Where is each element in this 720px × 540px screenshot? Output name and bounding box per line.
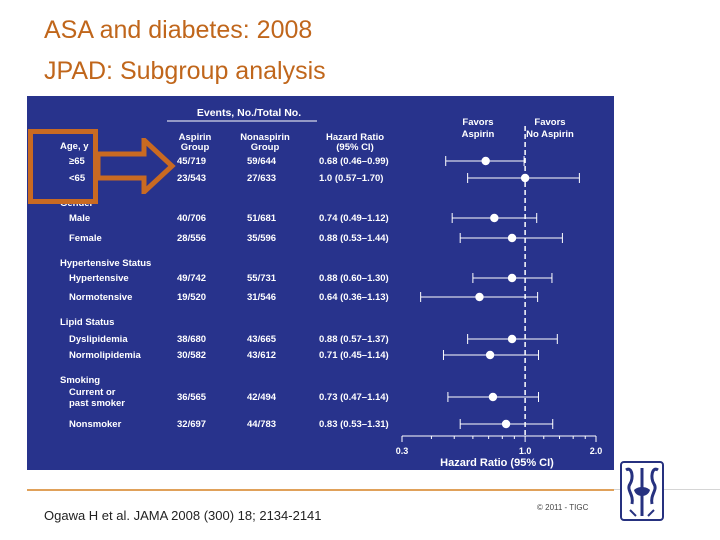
favors-aspirin-label-2: Aspirin bbox=[462, 129, 495, 140]
age-highlight-box bbox=[28, 129, 98, 204]
col-aspirin-header-2: Group bbox=[181, 142, 210, 153]
hazard-ratio-value: 0.73 (0.47–1.14) bbox=[319, 392, 389, 403]
subgroup-label: Normolipidemia bbox=[69, 350, 142, 361]
x-axis-label: Hazard Ratio (95% CI) bbox=[440, 457, 554, 469]
nonaspirin-events-value: 43/612 bbox=[247, 350, 276, 361]
subgroup-label: Female bbox=[69, 233, 102, 244]
copyright: © 2011 - TIGC bbox=[537, 503, 589, 512]
hazard-ratio-value: 0.64 (0.36–1.13) bbox=[319, 292, 389, 303]
aspirin-events-value: 49/742 bbox=[177, 273, 206, 284]
group-header-label: Age, y bbox=[60, 141, 89, 152]
x-axis-tick-label: 1.0 bbox=[519, 446, 532, 456]
favors-no-aspirin-label: Favors bbox=[534, 117, 565, 128]
footer-divider-right bbox=[614, 489, 720, 490]
organization-logo-icon bbox=[620, 461, 664, 521]
hazard-ratio-value: 0.68 (0.46–0.99) bbox=[319, 156, 389, 167]
forest-plot: Events, No./Total No.AspirinGroupNonaspi… bbox=[60, 107, 603, 469]
citation: Ogawa H et al. JAMA 2008 (300) 18; 2134-… bbox=[44, 508, 322, 523]
favors-no-aspirin-label-2: No Aspirin bbox=[526, 129, 574, 140]
nonaspirin-events-value: 27/633 bbox=[247, 173, 276, 184]
aspirin-events-value: 23/543 bbox=[177, 173, 206, 184]
x-axis-tick-label: 0.3 bbox=[396, 446, 409, 456]
subgroup-label: Nonsmoker bbox=[69, 419, 122, 430]
subgroup-label: Male bbox=[69, 213, 90, 224]
point-estimate bbox=[507, 273, 517, 283]
hazard-ratio-value: 0.71 (0.45–1.14) bbox=[319, 350, 389, 361]
aspirin-events-value: 45/719 bbox=[177, 156, 206, 167]
point-estimate bbox=[475, 292, 484, 302]
col-aspirin-header: Aspirin bbox=[179, 132, 212, 143]
point-estimate bbox=[507, 233, 517, 243]
point-estimate bbox=[481, 156, 490, 166]
aspirin-events-value: 40/706 bbox=[177, 213, 206, 224]
x-axis-tick-label: 2.0 bbox=[590, 446, 603, 456]
hazard-ratio-value: 1.0 (0.57–1.70) bbox=[319, 173, 383, 184]
nonaspirin-events-value: 51/681 bbox=[247, 213, 277, 224]
group-header-label: Lipid Status bbox=[60, 317, 114, 328]
events-header: Events, No./Total No. bbox=[197, 107, 301, 119]
subgroup-label: Hypertensive bbox=[69, 273, 129, 284]
slide-title-line2: JPAD: Subgroup analysis bbox=[44, 57, 326, 85]
nonaspirin-events-value: 35/596 bbox=[247, 233, 276, 244]
subgroup-label: Dyslipidemia bbox=[69, 334, 128, 345]
point-estimate bbox=[490, 213, 499, 223]
point-estimate bbox=[488, 392, 498, 402]
favors-aspirin-label: Favors bbox=[462, 117, 493, 128]
group-header-label: Smoking bbox=[60, 375, 100, 386]
hazard-ratio-value: 0.74 (0.49–1.12) bbox=[319, 213, 389, 224]
aspirin-events-value: 32/697 bbox=[177, 419, 206, 430]
point-estimate bbox=[520, 173, 530, 183]
aspirin-events-value: 36/565 bbox=[177, 392, 207, 403]
aspirin-events-value: 38/680 bbox=[177, 334, 206, 345]
subgroup-label: Normotensive bbox=[69, 292, 132, 303]
nonaspirin-events-value: 55/731 bbox=[247, 273, 277, 284]
col-hr-header-2: (95% CI) bbox=[336, 142, 373, 153]
col-hr-header: Hazard Ratio bbox=[326, 132, 384, 143]
nonaspirin-events-value: 43/665 bbox=[247, 334, 277, 345]
hazard-ratio-value: 0.88 (0.57–1.37) bbox=[319, 334, 389, 345]
point-estimate bbox=[485, 350, 495, 360]
aspirin-events-value: 30/582 bbox=[177, 350, 206, 361]
col-nonaspirin-header-2: Group bbox=[251, 142, 280, 153]
highlight-arrow-icon bbox=[98, 138, 176, 194]
group-header-label: Hypertensive Status bbox=[60, 258, 151, 269]
point-estimate bbox=[501, 419, 511, 429]
aspirin-events-value: 19/520 bbox=[177, 292, 206, 303]
point-estimate bbox=[507, 334, 517, 344]
forest-plot-panel: Events, No./Total No. Aspirin Group Nonaspi… bbox=[27, 96, 614, 470]
aspirin-events-value: 28/556 bbox=[177, 233, 206, 244]
hazard-ratio-value: 0.83 (0.53–1.31) bbox=[319, 419, 389, 430]
footer-divider bbox=[27, 489, 614, 491]
subgroup-label: ≥65 bbox=[69, 156, 85, 167]
hazard-ratio-value: 0.88 (0.60–1.30) bbox=[319, 273, 389, 284]
nonaspirin-events-value: 42/494 bbox=[247, 392, 277, 403]
nonaspirin-events-value: 59/644 bbox=[247, 156, 277, 167]
subgroup-label: Current or bbox=[69, 387, 116, 398]
nonaspirin-events-value: 44/783 bbox=[247, 419, 276, 430]
nonaspirin-events-value: 31/546 bbox=[247, 292, 276, 303]
subgroup-label-2: past smoker bbox=[69, 398, 125, 409]
col-nonaspirin-header: Nonaspirin bbox=[240, 132, 290, 143]
subgroup-label: <65 bbox=[69, 173, 86, 184]
hazard-ratio-value: 0.88 (0.53–1.44) bbox=[319, 233, 389, 244]
slide-title-line1: ASA and diabetes: 2008 bbox=[44, 16, 313, 44]
